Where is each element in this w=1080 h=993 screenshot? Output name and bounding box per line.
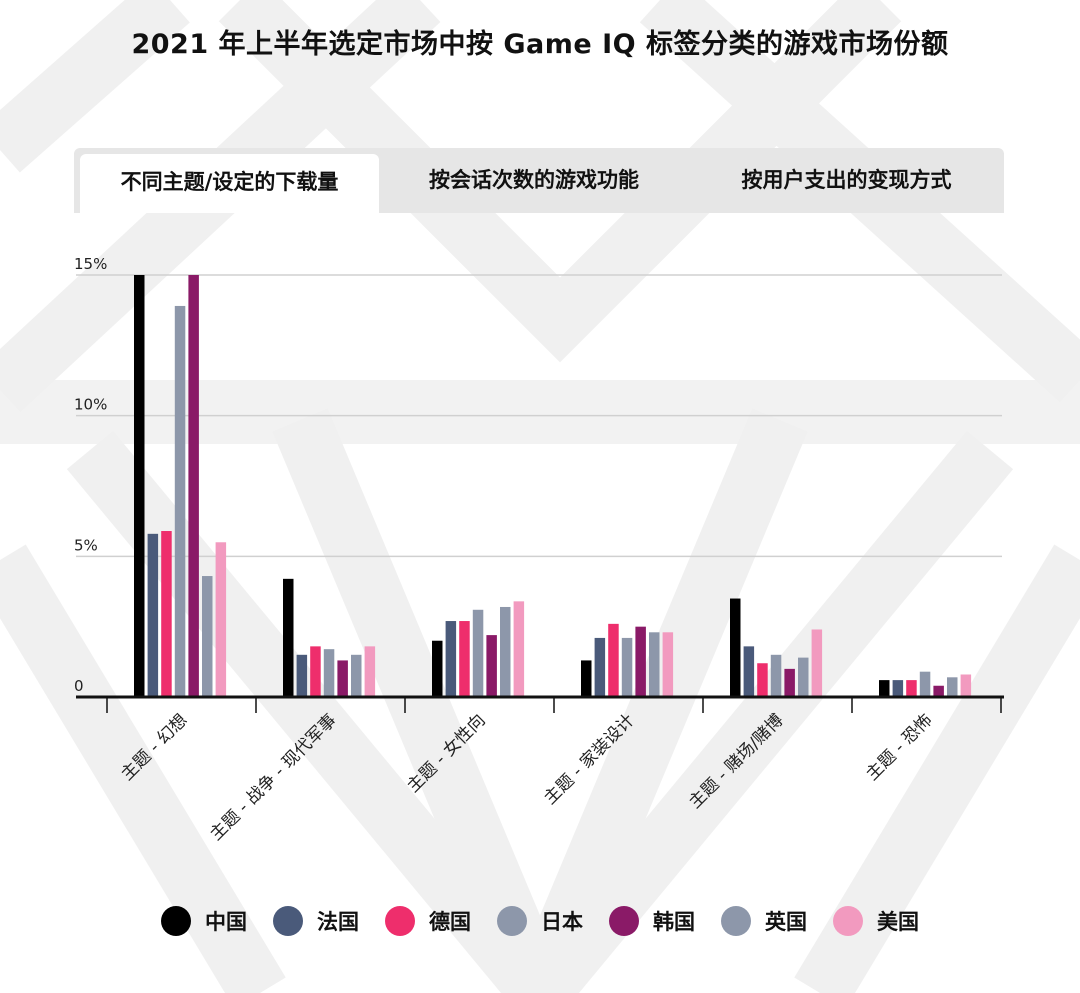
legend-item-china: 中国 [161,906,247,936]
bar [581,660,592,697]
x-tick-label: 主题 - 幻想 [117,710,191,784]
tab-features-by-sessions[interactable]: 按会话次数的游戏功能 [429,168,639,192]
bar [757,663,768,697]
legend-swatch-usa [833,906,863,936]
bar [730,598,741,697]
y-tick-label: 5% [74,536,98,554]
bar [500,606,511,697]
legend-swatch-uk [721,906,751,936]
bar [134,275,145,697]
bar [161,531,172,697]
legend-label: 德国 [429,910,471,934]
bar [174,305,186,697]
legend-label: 韩国 [653,910,695,934]
legend-label: 日本 [541,910,583,934]
x-tick-label: 主题 - 家装设计 [540,710,638,808]
bar [188,275,199,697]
bar [364,646,376,697]
tab-monetization-by-spend[interactable]: 按用户支出的变现方式 [741,168,952,192]
bar [811,629,823,697]
legend-label: 英国 [765,910,807,934]
legend-swatch-korea [609,906,639,936]
bar [283,578,294,697]
bar [513,601,525,697]
bar [879,680,890,697]
bar [432,640,443,697]
bar [947,677,958,697]
bar [960,674,972,697]
bar [351,654,362,697]
legend-swatch-france [273,906,303,936]
y-tick-label: 10% [74,396,107,414]
legend-label: 法国 [317,910,359,934]
legend-label: 美国 [877,910,919,934]
chart-title: 2021 年上半年选定市场中按 Game IQ 标签分类的游戏市场份额 [131,29,949,60]
tab-downloads-by-theme[interactable]: 不同主题/设定的下载量 [80,154,379,213]
legend-label: 中国 [205,910,247,934]
x-tick-label: 主题 - 赌场/赌博 [685,710,787,812]
bar [933,685,944,697]
x-tick-label: 主题 - 战争 - 现代军事 [206,710,340,844]
bar [919,671,931,697]
bar [892,680,904,697]
bar [743,646,755,697]
bar [635,626,646,697]
bar [296,654,308,697]
legend-item-usa: 美国 [833,906,919,936]
bar [445,621,457,697]
bar [770,654,782,697]
legend-item-germany: 德国 [385,906,471,936]
bar [202,576,213,697]
bar [608,623,619,697]
bar [486,635,497,697]
y-tick-label: 0 [74,677,84,695]
legend-item-korea: 韩国 [609,906,695,936]
bar [784,668,795,697]
bar [459,621,470,697]
bar [337,660,348,697]
chart-legend: 中国 法国 德国 日本 韩国 英国 美国 [0,896,1080,946]
x-tick-label: 主题 - 恐怖 [862,710,936,784]
bar-chart: 05%10%15%主题 - 幻想 主题 - 战争 - 现代军事 主题 - 女性向 主题… [74,255,1004,845]
x-tick-label: 主题 - 女性向 [403,710,489,796]
legend-item-uk: 英国 [721,906,807,936]
legend-swatch-china [161,906,191,936]
bar [621,637,633,697]
bar [472,609,484,697]
bar [662,632,674,697]
legend-swatch-japan [497,906,527,936]
bar [147,533,159,697]
y-tick-label: 15% [74,255,107,273]
bar [323,649,335,697]
legend-swatch-germany [385,906,415,936]
legend-item-japan: 日本 [497,906,583,936]
bar [798,657,809,697]
tab-bar: 不同主题/设定的下载量 按会话次数的游戏功能 按用户支出的变现方式 [74,148,1004,213]
bar [649,632,660,697]
bar [594,637,606,697]
bar [310,646,321,697]
bar [215,542,227,697]
legend-item-france: 法国 [273,906,359,936]
bar [906,680,917,697]
